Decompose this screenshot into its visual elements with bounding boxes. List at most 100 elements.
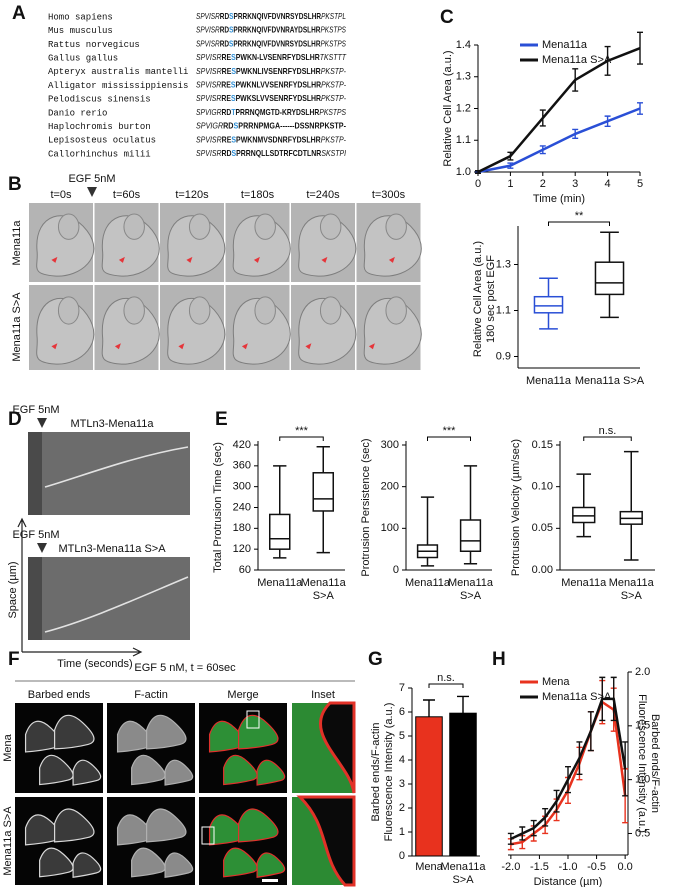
significance-bracket (583, 436, 632, 441)
arrowhead (114, 343, 121, 350)
y-tick-label: 1.1 (496, 304, 511, 316)
kymograph (28, 432, 190, 515)
species-name: Mus musculus (48, 26, 113, 36)
x-tick-label: S>A (452, 874, 474, 886)
legend-label: Mena11a (542, 39, 588, 51)
stimulus-arrow (87, 187, 97, 197)
y-tick-label: 3 (399, 778, 405, 790)
stimulus-label: EGF 5nM (68, 173, 115, 185)
kymograph-title: MTLn3-Mena11a S>A (58, 543, 166, 555)
box (594, 261, 625, 296)
y-tick-label: 240 (233, 501, 251, 513)
error-bar (530, 819, 537, 837)
species-name: Pelodiscus sinensis (48, 95, 151, 105)
x-tick-label: 0.0 (617, 861, 632, 873)
time-label: t=240s (306, 189, 340, 201)
sequence-segment: PRRNPMGA------DSSNRPKSTP- (238, 121, 346, 131)
sequence-segment: PKSTP- (321, 80, 346, 90)
box (533, 295, 564, 314)
error-bar (572, 68, 579, 92)
sequence-segment: PKSTP- (321, 93, 346, 103)
whisker (576, 522, 592, 538)
significance-bracket (427, 436, 471, 441)
y-tick-label: 0 (399, 850, 405, 862)
arrowhead (51, 256, 58, 263)
whisker (420, 496, 435, 545)
y-tick-label: 0.9 (496, 350, 511, 362)
channel-label: F-actin (134, 689, 168, 701)
y-axis-label: Protrusion Persistence (sec) (360, 438, 372, 576)
x-tick-label: Mena11a (301, 577, 347, 589)
error-bar (553, 789, 560, 813)
sequence-segment: PKSTP- (321, 66, 346, 76)
cell (164, 852, 194, 878)
x-tick-label: Mena11a S>A (575, 375, 645, 387)
x-tick-label: Mena11a (561, 577, 607, 589)
error-bar (542, 808, 549, 827)
whisker (273, 549, 287, 559)
y-tick-label: 0.5 (635, 827, 650, 839)
sequence-segment: RE (221, 93, 231, 103)
y-tick-label: 0.10 (532, 481, 553, 493)
cell (232, 215, 291, 277)
inset-box (201, 826, 215, 845)
box (268, 513, 291, 550)
kymograph-title: MTLn3-Mena11a (71, 418, 155, 430)
sequence-segment: S (231, 52, 236, 62)
error-bar (576, 741, 583, 775)
significance-label: n.s. (437, 672, 455, 684)
sequence-segment: SPVIGR (196, 121, 223, 131)
bar (449, 712, 477, 857)
cell (238, 714, 279, 750)
x-tick-label: Mena11a (257, 577, 303, 589)
box (459, 519, 482, 552)
species-name: Haplochromis burton (48, 122, 151, 132)
time-label: t=300s (372, 189, 406, 201)
x-axis-label: Time (min) (533, 193, 585, 205)
arrowhead (51, 343, 58, 350)
sequence: SPVISRRESPWKNMVSDNRFYDSLHRPKSTP- (196, 135, 346, 145)
x-tick-label: S>A (621, 590, 643, 602)
cell (146, 808, 187, 843)
x-tick-label: Mena (415, 861, 443, 873)
sequence-segment: TKSTTT (320, 52, 347, 62)
x-tick-label: Mena11a (609, 577, 655, 589)
sequence-segment: PKSTPS (321, 39, 347, 49)
cell (363, 298, 422, 365)
cell (256, 852, 286, 878)
y-tick-label: 120 (233, 543, 251, 555)
whisker (539, 277, 558, 297)
y-axis-label: Relative Cell Area (a.u.) (442, 50, 454, 166)
y-tick-label: 420 (233, 439, 251, 451)
legend-label: Mena (542, 676, 570, 688)
sequence-segment: SPVISR (196, 80, 221, 90)
cell (36, 298, 95, 365)
y-tick-label: 100 (381, 522, 399, 534)
x-tick-label: -1.5 (530, 861, 549, 873)
y-axis-label: Fluorescence Intensity (a.u.) (383, 703, 395, 842)
sequence-segment: SPVISR (196, 25, 220, 35)
cell (167, 215, 226, 277)
error-bar (457, 695, 469, 714)
error-bar (587, 711, 594, 752)
sequence-segment: RD (220, 11, 229, 21)
stimulus-label: EGF 5nM (12, 529, 59, 541)
sequence-segment: T (231, 107, 236, 117)
whisker (600, 294, 619, 319)
significance-label: n.s. (599, 425, 617, 437)
species-name: Danio rerio (48, 108, 107, 118)
y-tick-label: 4 (399, 754, 405, 766)
stimulus-label: EGF 5nM (12, 404, 59, 416)
error-bar (475, 170, 481, 174)
sequence-segment: PWKN-LVSENRFYDSLHR (236, 52, 320, 62)
y-tick-label: 360 (233, 460, 251, 472)
x-tick-label: Mena11a (448, 577, 494, 589)
legend-label: Mena11a S>A (542, 54, 612, 66)
sequence-segment: PKSTP- (321, 135, 346, 145)
sequence-segment: S (231, 148, 236, 158)
y-tick-label: 1.3 (496, 258, 511, 270)
scale-bar (262, 879, 278, 882)
sequence-segment: S (231, 135, 236, 145)
